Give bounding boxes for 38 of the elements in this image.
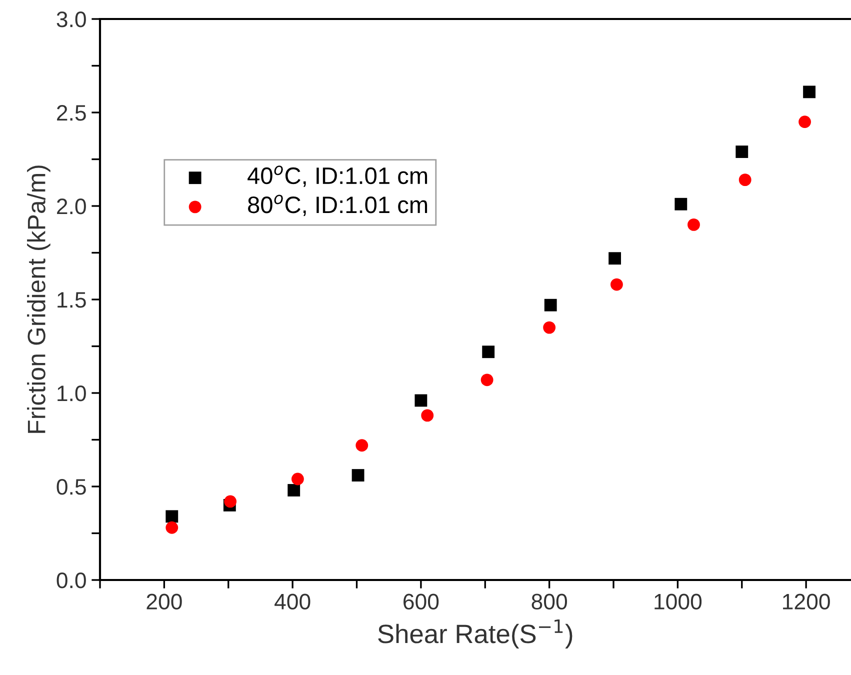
point <box>738 174 752 186</box>
point <box>798 116 811 128</box>
point <box>291 472 304 486</box>
point <box>356 439 368 452</box>
point <box>610 278 623 291</box>
point <box>414 394 428 407</box>
y-tick-label: 3.0 <box>56 12 86 28</box>
x-tick-label: 1200 <box>783 594 830 610</box>
point <box>224 495 237 508</box>
y-tick-label: 0.5 <box>56 479 86 495</box>
x-tick-label: 600 <box>404 594 439 610</box>
x-axis-title: Shear Rate(S$^{−1}$) <box>378 619 572 648</box>
point <box>544 298 557 312</box>
point <box>166 510 178 523</box>
point <box>688 218 700 231</box>
point <box>480 374 494 386</box>
point <box>736 146 748 158</box>
x-tick-label: 800 <box>532 594 567 610</box>
point <box>421 409 434 422</box>
point <box>608 252 621 265</box>
point <box>543 321 556 334</box>
point <box>803 86 816 98</box>
y-axis-title: Friction Gridient (kPa/m) <box>27 166 50 433</box>
point <box>674 198 688 210</box>
y-tick-label: 1.5 <box>58 292 86 308</box>
point <box>482 346 495 358</box>
x-tick-label: 1000 <box>654 594 702 610</box>
y-tick-label: 2.5 <box>57 105 86 121</box>
x-tick-label: 200 <box>146 594 182 610</box>
legend-label: 40$^{o}$C, ID:1.01 cm <box>248 166 428 187</box>
x-tick-label: 400 <box>274 594 310 610</box>
y-tick-label: 0.0 <box>56 572 86 588</box>
point <box>166 521 178 534</box>
y-tick-label: 1.0 <box>58 386 86 402</box>
point <box>352 469 364 482</box>
y-tick-label: 2.0 <box>57 198 86 214</box>
point <box>288 484 300 496</box>
legend-label: 80$^{o}$C, ID:1.01 cm <box>248 194 428 216</box>
